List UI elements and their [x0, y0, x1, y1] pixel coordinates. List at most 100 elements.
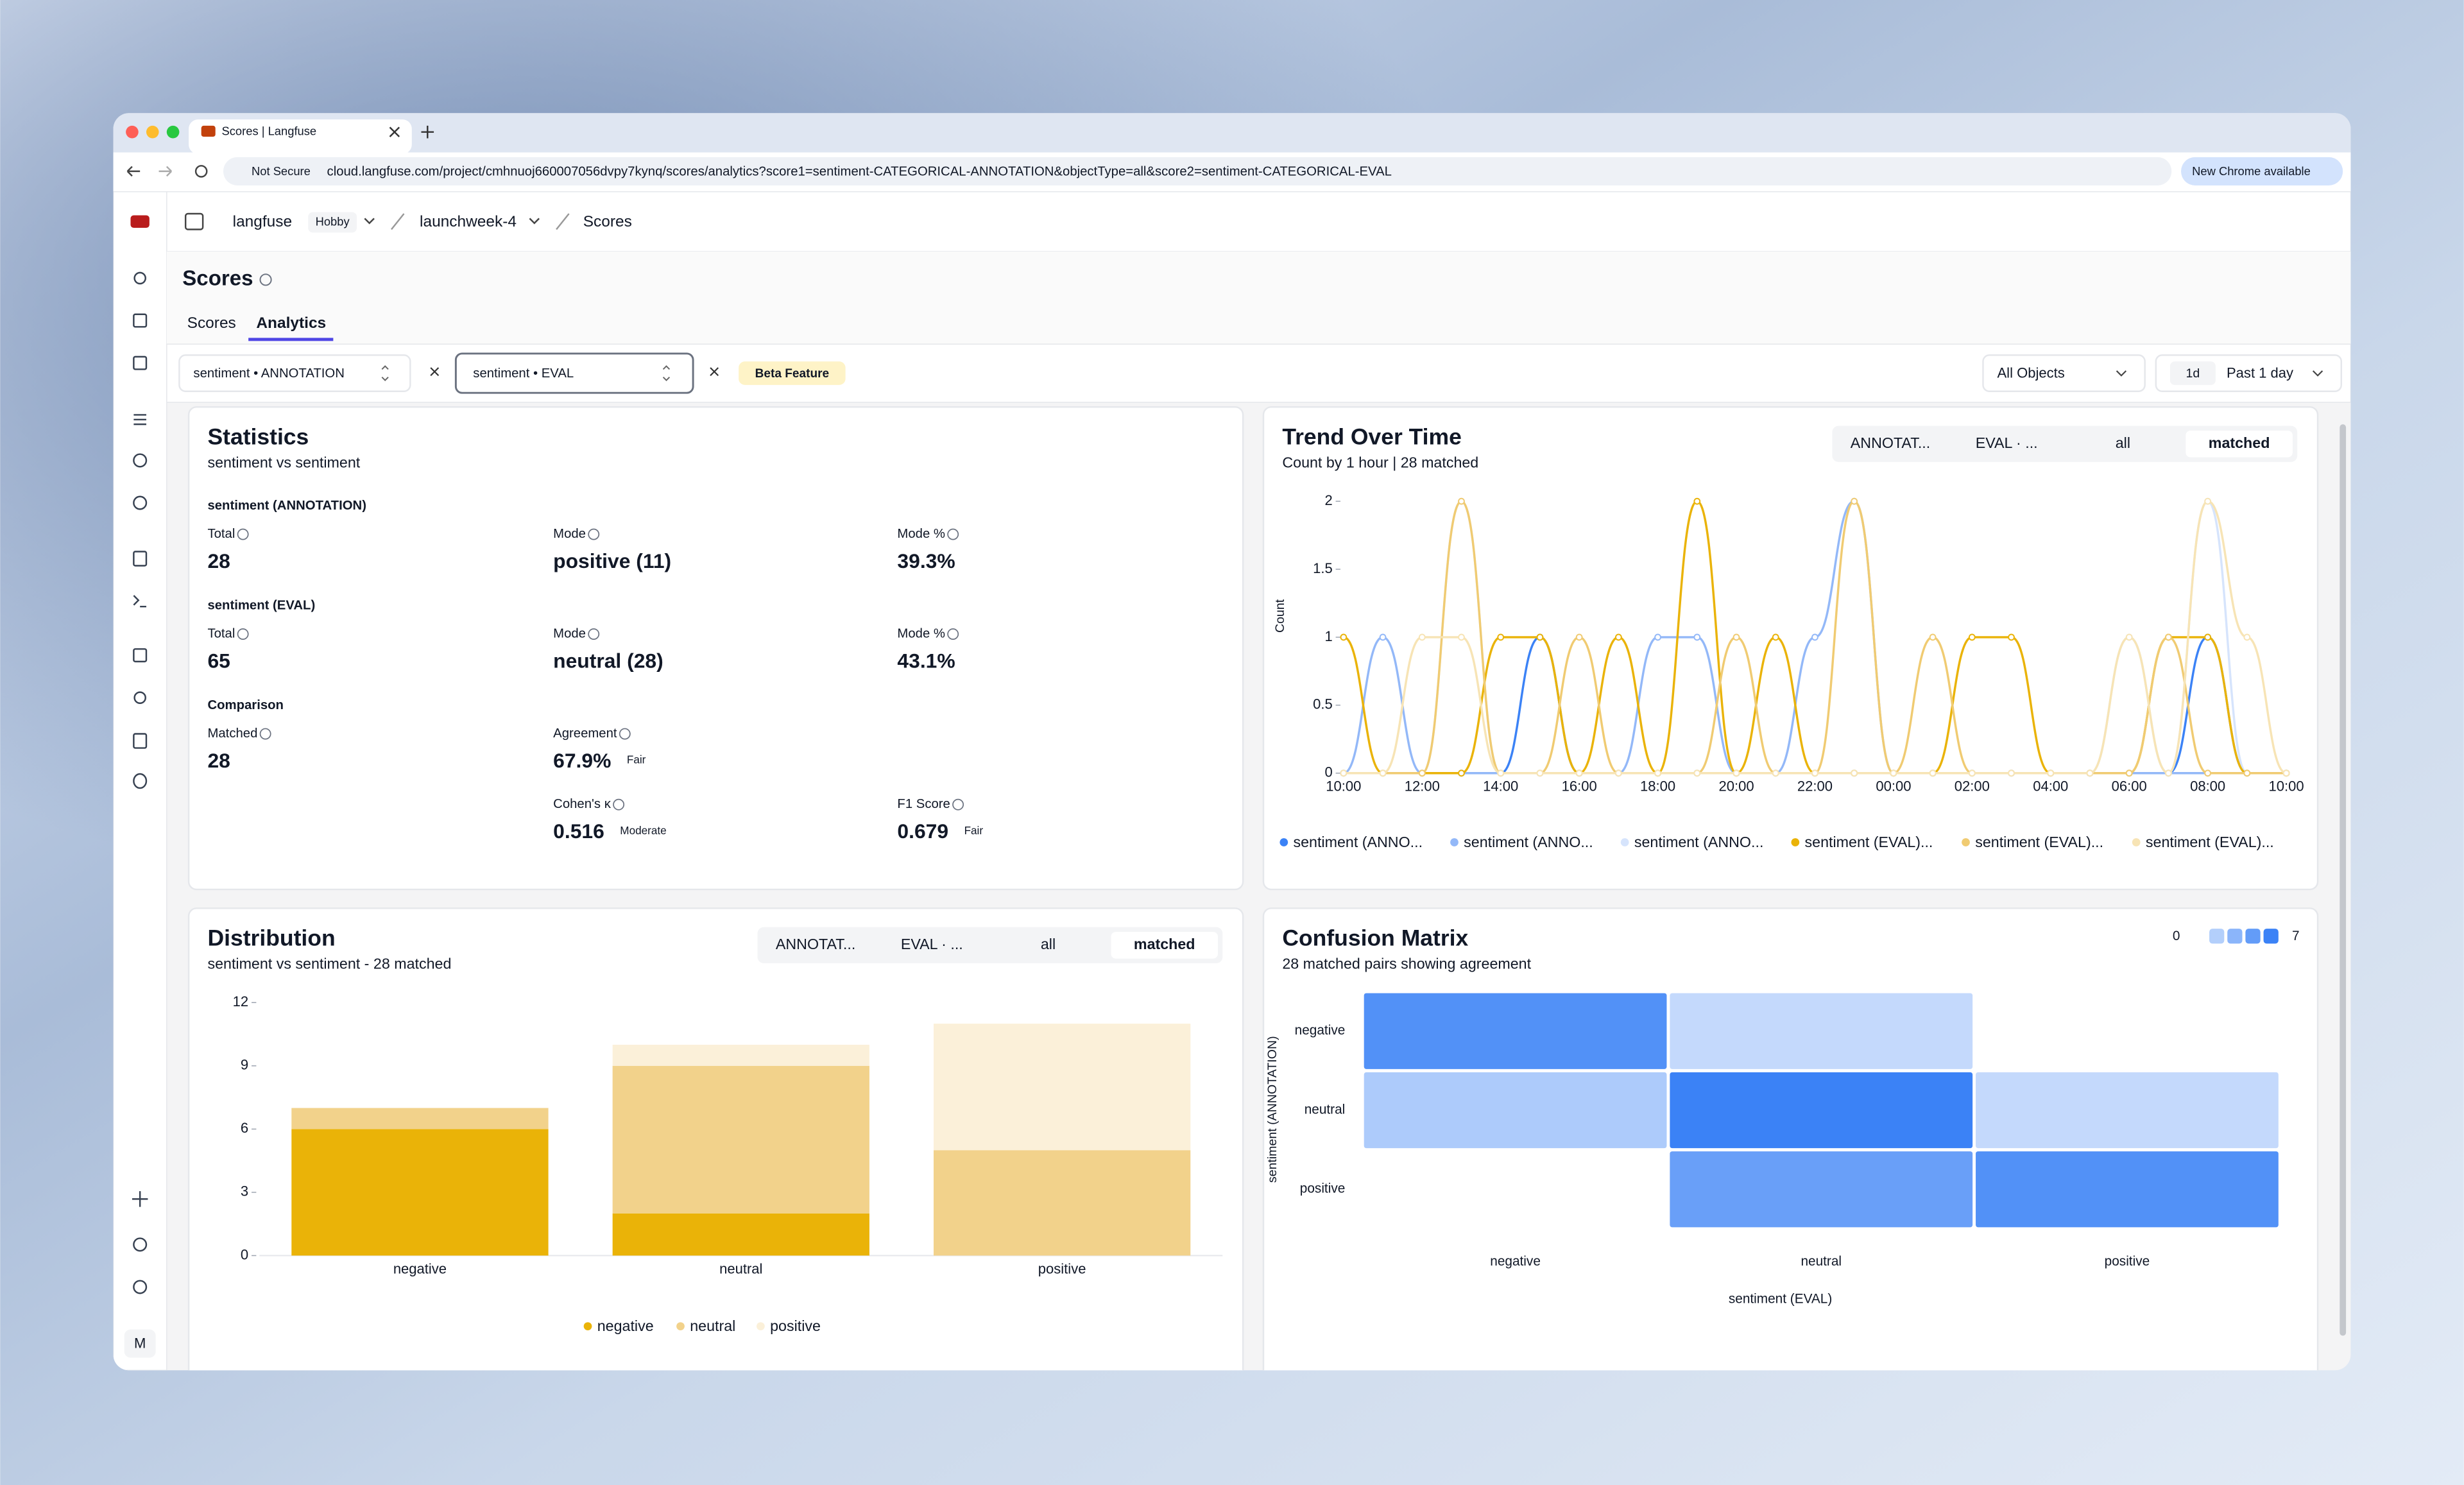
stat-value: neutral (28): [553, 649, 663, 673]
stat-label: Mode %: [897, 626, 945, 640]
ai-icon[interactable]: [132, 1191, 148, 1207]
back[interactable]: [126, 166, 141, 177]
update-button[interactable]: [2181, 157, 2343, 185]
chart-tab[interactable]: matched: [1134, 936, 1195, 952]
chart-tab[interactable]: matched: [2209, 434, 2270, 451]
help-icon[interactable]: [588, 528, 600, 540]
stat-label: Mode: [553, 527, 586, 541]
chart-tab[interactable]: all: [1041, 936, 1056, 952]
chart-tab[interactable]: ANNOTAT...: [1851, 434, 1930, 451]
prompts-icon[interactable]: [133, 551, 148, 567]
sessions-icon[interactable]: [133, 453, 148, 468]
avatar[interactable]: [124, 1329, 156, 1358]
help-icon[interactable]: [237, 528, 249, 540]
annotation-icon[interactable]: [133, 733, 148, 749]
stat-badge: Fair: [964, 824, 984, 837]
help-icon[interactable]: [947, 628, 959, 640]
address-bar[interactable]: [223, 157, 2172, 185]
trend-point: [1772, 633, 1779, 641]
trend-point: [2165, 769, 2172, 777]
stat-value: 0.679: [897, 820, 948, 843]
scrollbar[interactable]: [2340, 424, 2347, 1336]
matrix-cell[interactable]: [1976, 1151, 2279, 1228]
legend-label: sentiment (EVAL)...: [1975, 834, 2103, 850]
plan-badge: [308, 212, 357, 233]
chart-tab[interactable]: EVAL · ...: [901, 936, 963, 952]
chart-tab[interactable]: all: [2116, 434, 2130, 451]
y-tick-label: 0: [241, 1246, 248, 1262]
tab-close[interactable]: [389, 126, 400, 137]
tab-active[interactable]: [2186, 430, 2293, 458]
dashboards-icon[interactable]: [133, 356, 148, 370]
matrix-cell[interactable]: [1670, 1072, 1973, 1149]
playground-icon[interactable]: [133, 595, 146, 608]
x-tick-label: neutral: [719, 1260, 762, 1276]
chart-tab[interactable]: EVAL · ...: [1976, 434, 2038, 451]
matrix-cell[interactable]: [1364, 993, 1667, 1069]
clear-icon[interactable]: [710, 367, 719, 377]
page-tab[interactable]: Scores: [187, 314, 236, 332]
section-title: Comparison: [207, 698, 284, 712]
support-icon[interactable]: [133, 1280, 148, 1294]
breadcrumb-page: Scores: [583, 213, 632, 230]
scores-icon[interactable]: [133, 648, 148, 663]
score1-label: sentiment • ANNOTATION: [193, 366, 345, 381]
x-tick-label: 08:00: [2190, 778, 2225, 794]
help-icon[interactable]: [619, 728, 631, 740]
settings-icon[interactable]: [133, 1237, 148, 1252]
trend-point: [1379, 633, 1387, 641]
users-icon[interactable]: [133, 495, 148, 510]
evals-icon[interactable]: [133, 691, 146, 705]
minimize-dot[interactable]: [146, 125, 159, 139]
help-icon[interactable]: [952, 798, 964, 811]
datasets-icon[interactable]: [133, 773, 148, 789]
forward[interactable]: [158, 166, 173, 177]
reload[interactable]: [194, 165, 208, 178]
page-tab-active[interactable]: Analytics: [256, 314, 326, 332]
y-tick-label: 2: [1324, 492, 1332, 508]
zoom-dot[interactable]: [166, 125, 180, 139]
matrix-cell[interactable]: [1364, 1072, 1667, 1149]
x-tick-label: positive: [1038, 1260, 1086, 1276]
tab-active[interactable]: [1111, 932, 1218, 959]
traces-icon[interactable]: [133, 414, 146, 425]
search-icon[interactable]: [133, 271, 146, 285]
browser-tab[interactable]: [189, 119, 412, 154]
score2-select[interactable]: [454, 352, 694, 394]
bar-segment: [612, 1065, 869, 1214]
y-tick-label: 3: [241, 1183, 248, 1199]
range-chip: [2169, 361, 2216, 385]
matrix-cell[interactable]: [1670, 1151, 1973, 1228]
close-dot[interactable]: [126, 125, 139, 139]
legend-label: sentiment (ANNO...: [1464, 834, 1593, 850]
help-icon[interactable]: [237, 628, 249, 640]
matrix-cell[interactable]: [1670, 993, 1973, 1069]
matrix-cell[interactable]: [1976, 1072, 2279, 1149]
home-icon[interactable]: [133, 313, 148, 328]
object-select[interactable]: [1982, 354, 2146, 392]
trend-point: [1458, 769, 1465, 777]
x-tick-label: 14:00: [1483, 778, 1518, 794]
info-icon[interactable]: [259, 273, 272, 286]
trend-point: [1458, 633, 1465, 641]
help-icon[interactable]: [588, 628, 600, 640]
chart-tab[interactable]: ANNOTAT...: [776, 936, 855, 952]
score2-label: sentiment • EVAL: [473, 366, 574, 381]
avatar-initial: M: [134, 1335, 146, 1352]
help-icon[interactable]: [613, 798, 625, 811]
help-icon[interactable]: [259, 728, 271, 740]
trend-point: [2086, 769, 2094, 777]
breadcrumb-project[interactable]: launchweek-4: [420, 213, 517, 230]
favicon: [201, 125, 216, 137]
stat-value: 67.9%: [553, 749, 611, 772]
row-label: neutral: [1305, 1102, 1346, 1117]
swap-icon[interactable]: [430, 367, 440, 377]
trend-point: [2165, 633, 2172, 641]
help-icon[interactable]: [947, 528, 959, 540]
breadcrumb-org[interactable]: langfuse: [233, 213, 293, 230]
score1-select[interactable]: [178, 354, 411, 392]
stat-value: 39.3%: [897, 549, 955, 572]
sidebar-toggle[interactable]: [184, 212, 204, 230]
y-tick-label: 1.5: [1313, 560, 1333, 576]
new-tab[interactable]: [421, 125, 434, 139]
